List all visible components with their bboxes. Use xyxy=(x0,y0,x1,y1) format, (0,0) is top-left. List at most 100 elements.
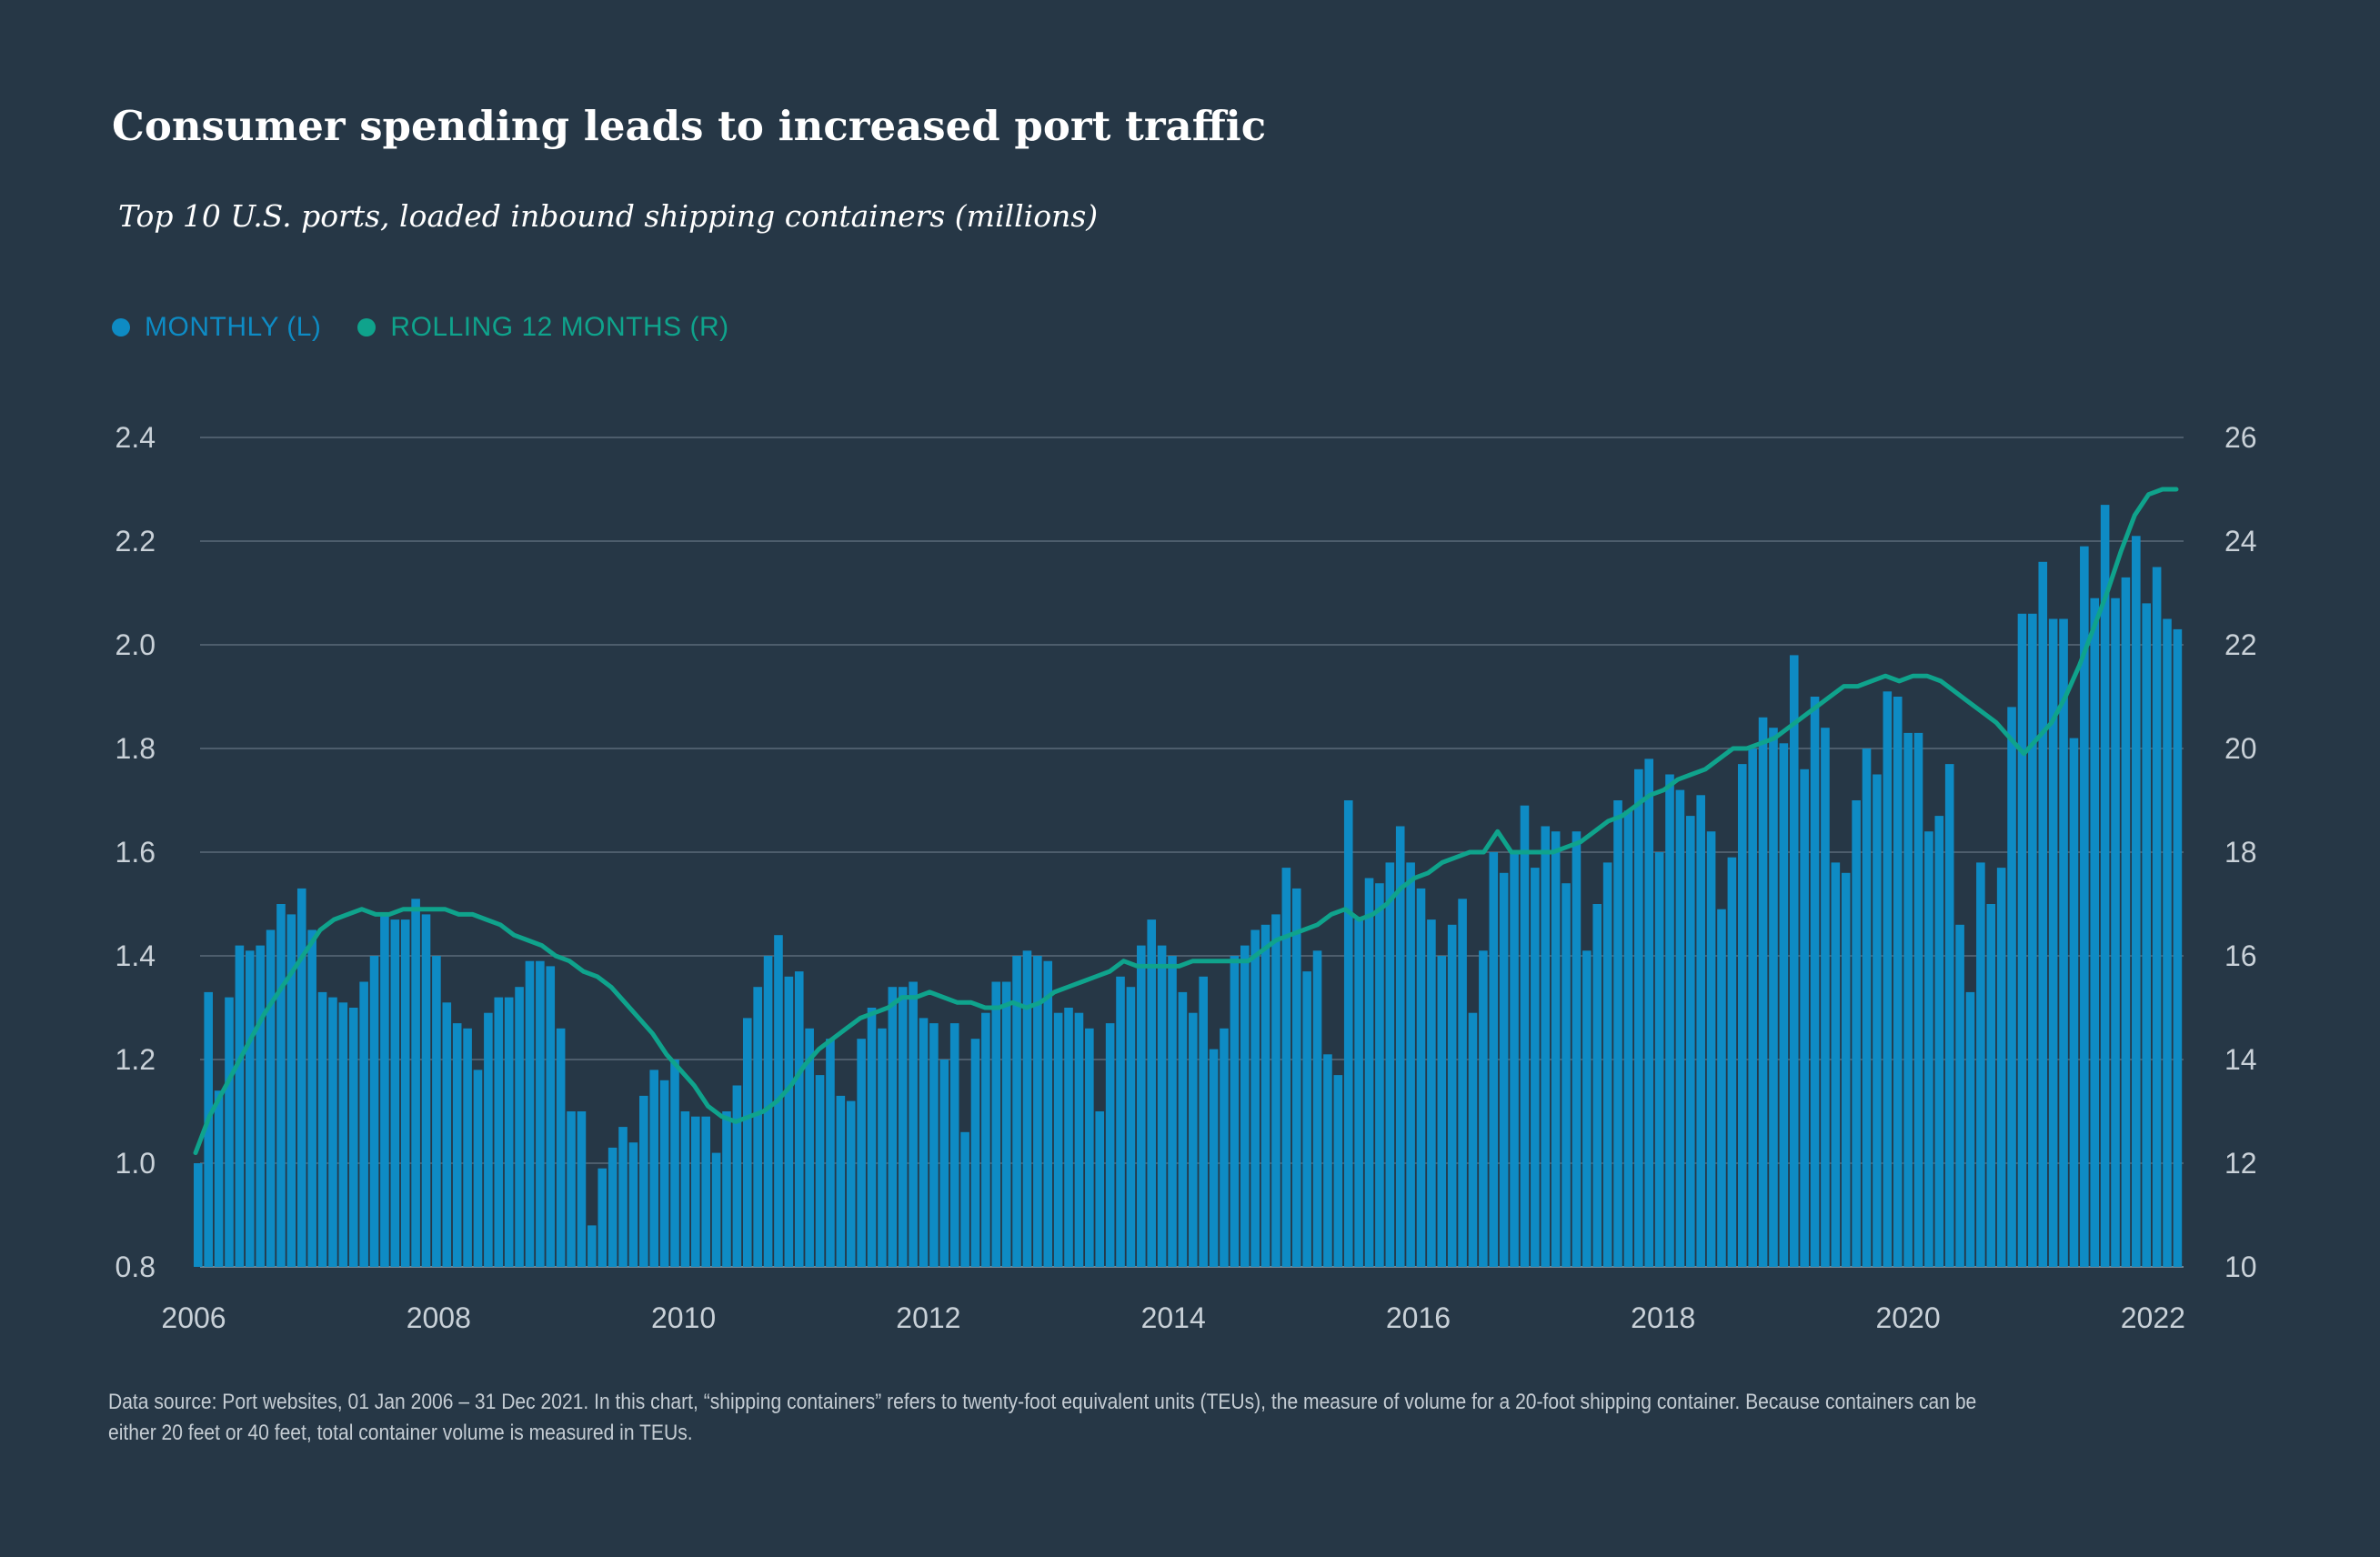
monthly-bar xyxy=(1531,868,1540,1267)
monthly-bar xyxy=(1189,1012,1198,1267)
monthly-bar xyxy=(1375,883,1384,1267)
left-tick-label: 1.0 xyxy=(115,1147,156,1180)
monthly-bar xyxy=(348,1008,358,1267)
right-tick-label: 16 xyxy=(2224,939,2257,972)
monthly-bar xyxy=(473,1070,483,1267)
monthly-bar xyxy=(256,945,265,1267)
monthly-bar xyxy=(826,1039,835,1267)
monthly-bar xyxy=(1551,831,1561,1267)
monthly-bar xyxy=(1862,748,1872,1267)
monthly-bar xyxy=(1883,691,1893,1267)
monthly-bar xyxy=(1479,950,1488,1267)
monthly-bar xyxy=(1944,764,1954,1267)
monthly-bar xyxy=(1302,971,1311,1267)
monthly-bar xyxy=(1001,981,1011,1267)
monthly-bar xyxy=(317,991,327,1267)
monthly-bar xyxy=(400,919,410,1267)
monthly-bar xyxy=(1675,789,1685,1267)
monthly-bar xyxy=(805,1028,814,1267)
monthly-bar xyxy=(794,971,804,1267)
x-tick-label: 2008 xyxy=(407,1301,471,1334)
monthly-bar xyxy=(1053,1012,1063,1267)
left-tick-label: 1.8 xyxy=(115,732,156,765)
monthly-bar xyxy=(1043,960,1053,1267)
monthly-bar xyxy=(1572,831,1582,1267)
monthly-bar xyxy=(432,956,441,1267)
left-tick-label: 1.2 xyxy=(115,1043,156,1076)
right-tick-label: 14 xyxy=(2224,1043,2257,1076)
monthly-bar xyxy=(939,1060,949,1267)
monthly-bar xyxy=(1913,732,1923,1267)
legend-dot-monthly xyxy=(112,318,130,337)
monthly-bar xyxy=(628,1142,638,1267)
monthly-bar xyxy=(1427,919,1436,1267)
right-tick-label: 10 xyxy=(2224,1251,2257,1283)
monthly-bar xyxy=(1873,774,1882,1267)
x-tick-label: 2012 xyxy=(896,1301,960,1334)
monthly-bar xyxy=(587,1225,597,1267)
monthly-bars xyxy=(194,505,2183,1267)
monthly-bar xyxy=(1033,956,1042,1267)
monthly-bar xyxy=(546,966,556,1267)
monthly-bar xyxy=(225,997,234,1267)
monthly-bar xyxy=(2152,567,2162,1267)
monthly-bar xyxy=(1250,929,1260,1267)
monthly-bar xyxy=(815,1075,825,1267)
right-tick-label: 12 xyxy=(2224,1147,2257,1180)
right-tick-label: 22 xyxy=(2224,628,2257,661)
monthly-bar xyxy=(1458,899,1467,1267)
monthly-bar xyxy=(2038,561,2048,1267)
footnote: Data source: Port websites, 01 Jan 2006 … xyxy=(108,1390,1977,1445)
x-tick-label: 2018 xyxy=(1631,1301,1695,1334)
right-tick-label: 24 xyxy=(2224,525,2257,558)
monthly-bar xyxy=(1064,1008,1073,1267)
monthly-bar xyxy=(1706,831,1716,1267)
monthly-bar xyxy=(1447,924,1457,1267)
monthly-bar xyxy=(598,1168,608,1267)
left-tick-label: 2.0 xyxy=(115,628,156,661)
monthly-bar xyxy=(380,914,389,1267)
x-tick-label: 2022 xyxy=(2121,1301,2185,1334)
monthly-bar xyxy=(1665,774,1674,1267)
monthly-bar xyxy=(1582,950,1592,1267)
right-tick-label: 20 xyxy=(2224,732,2257,765)
monthly-bar xyxy=(1095,1111,1105,1267)
monthly-bar xyxy=(235,945,245,1267)
chart-title: Consumer spending leads to increased por… xyxy=(112,102,1267,150)
monthly-bar xyxy=(1260,924,1270,1267)
monthly-bar xyxy=(245,950,255,1267)
monthly-bar xyxy=(1686,816,1695,1267)
monthly-bar xyxy=(960,1131,969,1267)
monthly-bar xyxy=(1116,976,1125,1267)
monthly-bar xyxy=(1385,862,1395,1267)
monthly-bar xyxy=(1147,919,1157,1267)
monthly-bar xyxy=(1157,945,1167,1267)
chart-subtitle: Top 10 U.S. ports, loaded inbound shippi… xyxy=(118,198,1099,234)
monthly-bar xyxy=(1499,872,1509,1267)
monthly-bar xyxy=(266,929,276,1267)
monthly-bar xyxy=(442,1002,452,1267)
monthly-bar xyxy=(2142,603,2152,1267)
monthly-bar xyxy=(867,1008,877,1267)
monthly-bar xyxy=(1137,945,1146,1267)
monthly-bar xyxy=(742,1018,752,1267)
monthly-bar xyxy=(2132,536,2141,1267)
monthly-bar xyxy=(1717,909,1726,1267)
legend-label-rolling: ROLLING 12 MONTHS (R) xyxy=(390,312,729,342)
monthly-bar xyxy=(701,1116,710,1267)
monthly-bar xyxy=(2163,618,2172,1267)
monthly-bar xyxy=(1893,697,1903,1267)
legend-item-monthly: MONTHLY (L) xyxy=(112,312,321,343)
left-tick-label: 2.2 xyxy=(115,525,156,558)
monthly-bar xyxy=(691,1116,700,1267)
monthly-bar xyxy=(2017,613,2027,1267)
monthly-bar xyxy=(1996,868,2006,1267)
rolling-12-month-line xyxy=(193,487,2179,1156)
monthly-bar xyxy=(1976,862,1985,1267)
monthly-bar xyxy=(296,888,306,1267)
monthly-bar xyxy=(1903,732,1913,1267)
monthly-bar xyxy=(1965,991,1975,1267)
monthly-bar xyxy=(1810,697,1820,1267)
monthly-bar xyxy=(1831,862,1841,1267)
